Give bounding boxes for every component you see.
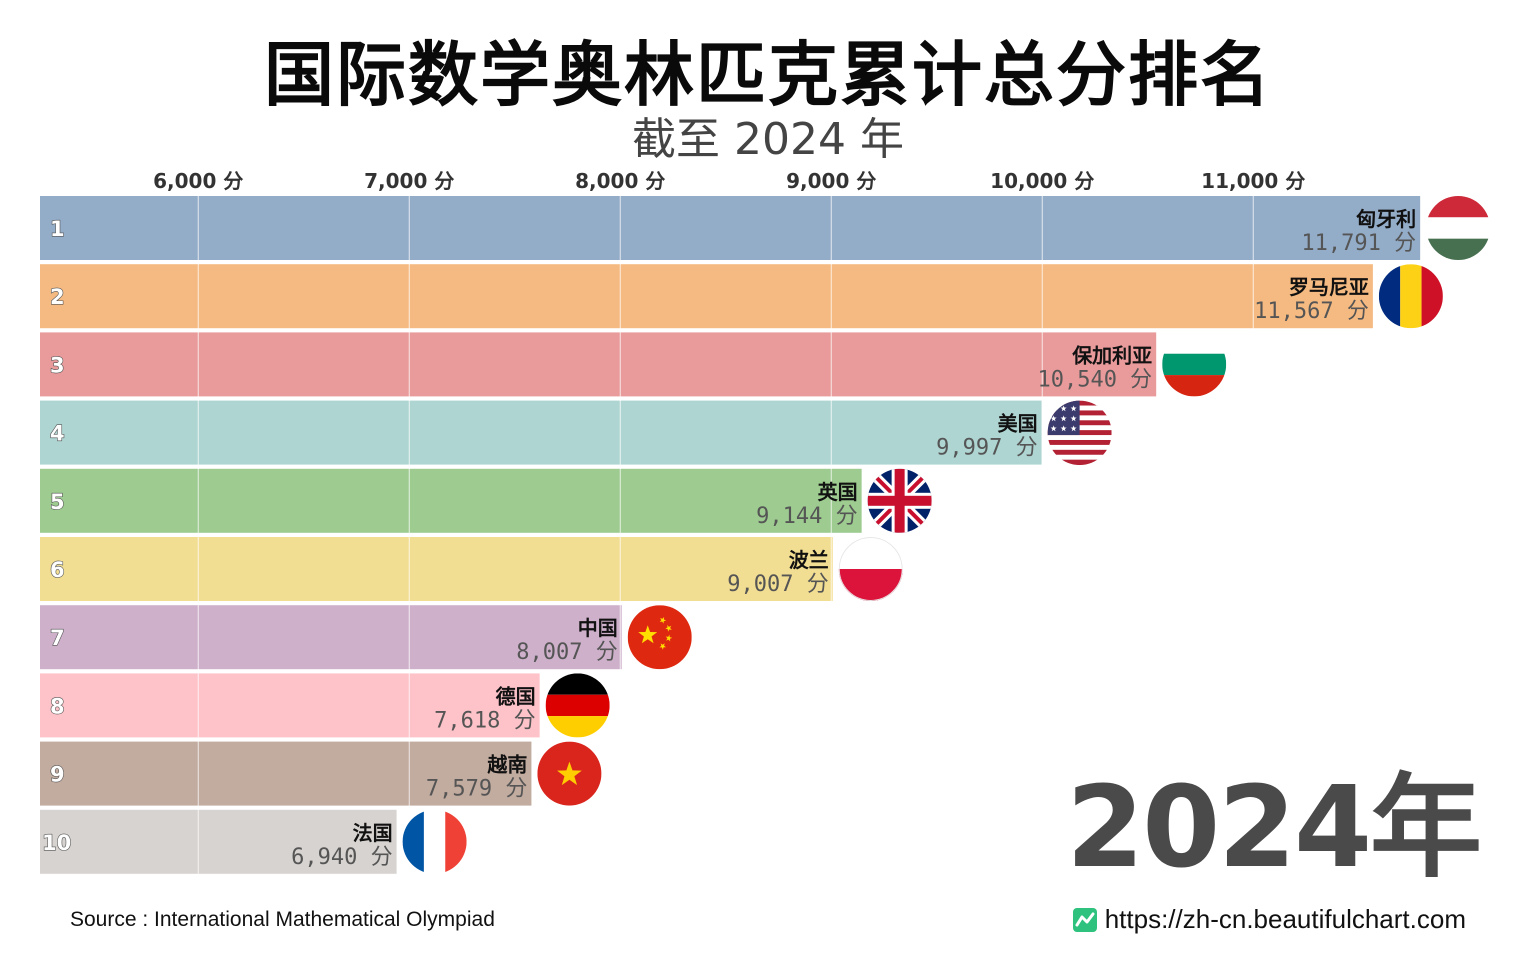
bar-4 — [40, 400, 1042, 465]
value-label: 9,997 分 — [936, 436, 1037, 461]
value-label: 9,007 分 — [727, 572, 828, 597]
bar-3 — [40, 332, 1157, 397]
rank-label: 5 — [50, 490, 65, 514]
rank-label: 9 — [50, 763, 65, 787]
value-label: 10,540 分 — [1037, 367, 1152, 392]
value-label: 11,567 分 — [1254, 299, 1369, 324]
rank-label: 3 — [50, 353, 65, 377]
romania-flag-icon — [1378, 264, 1443, 329]
x-tick-label: 6,000 分 — [153, 169, 243, 193]
country-label: 美国 — [998, 412, 1038, 436]
site-link[interactable]: https://zh-cn.beautifulchart.com — [1072, 904, 1466, 935]
value-label: 8,007 分 — [516, 640, 617, 665]
value-label: 11,791 分 — [1301, 231, 1416, 256]
country-label: 英国 — [818, 480, 858, 504]
country-label: 中国 — [578, 616, 618, 640]
bar-6 — [40, 537, 833, 601]
value-label: 6,940 分 — [291, 845, 392, 870]
x-tick-label: 10,000 分 — [990, 169, 1094, 193]
germany-flag-icon — [545, 673, 610, 738]
year-label: 2024年 — [1066, 763, 1482, 893]
value-label: 7,579 分 — [426, 777, 527, 802]
country-label: 越南 — [486, 753, 527, 777]
bulgaria-flag-icon — [1162, 332, 1227, 397]
rank-label: 8 — [50, 694, 65, 718]
bar-9 — [40, 741, 532, 806]
value-label: 7,618 分 — [434, 708, 535, 733]
chart-subtitle: 截至 2024 年 — [632, 114, 904, 165]
rank-label: 4 — [50, 422, 65, 446]
x-tick-label: 11,000 分 — [1201, 169, 1305, 193]
bar-10 — [40, 809, 397, 874]
bar-1 — [40, 196, 1421, 260]
bar-chart: 6,000 分 7,000 分 8,000 分 9,000 分 10,000 分 11,0… — [40, 169, 1491, 874]
china-flag-icon — [627, 605, 692, 670]
rank-label: 2 — [50, 285, 65, 309]
france-flag-icon — [402, 809, 467, 874]
rank-label: 7 — [50, 626, 65, 650]
country-label: 法国 — [353, 821, 393, 845]
x-tick-label: 9,000 分 — [786, 169, 876, 193]
usa-flag-icon — [1047, 400, 1112, 466]
country-label: 匈牙利 — [1356, 207, 1416, 231]
country-label: 罗马尼亚 — [1289, 275, 1369, 299]
bar-7 — [40, 605, 622, 670]
uk-flag-icon — [867, 468, 932, 533]
hungary-flag-icon — [1426, 196, 1491, 260]
vietnam-flag-icon — [537, 741, 602, 806]
x-tick-label: 8,000 分 — [575, 169, 665, 193]
rank-label: 10 — [42, 831, 71, 855]
value-label: 9,144 分 — [756, 504, 857, 529]
chart-title: 国际数学奥林匹克累计总分排名 — [264, 34, 1272, 116]
poland-flag-icon — [838, 537, 903, 601]
bar-8 — [40, 673, 540, 738]
bar-5 — [40, 468, 862, 533]
x-tick-label: 7,000 分 — [364, 169, 454, 193]
rank-label: 6 — [50, 558, 65, 582]
country-label: 德国 — [496, 684, 536, 708]
country-label: 波兰 — [789, 548, 829, 572]
bar-2 — [40, 264, 1373, 329]
country-label: 保加利亚 — [1071, 343, 1152, 367]
rank-label: 1 — [50, 217, 65, 241]
source-note: Source : International Mathematical Olym… — [70, 908, 495, 931]
chart-logo-icon — [1072, 907, 1097, 932]
site-url: https://zh-cn.beautifulchart.com — [1104, 904, 1466, 934]
